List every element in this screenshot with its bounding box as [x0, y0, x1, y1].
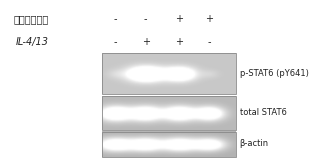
Text: +: + [205, 14, 213, 24]
Text: IL-4/13: IL-4/13 [15, 37, 49, 47]
Text: インチンコウ: インチンコウ [13, 14, 49, 24]
Bar [102, 132, 236, 157]
Text: p-STAT6 (pY641): p-STAT6 (pY641) [240, 69, 309, 78]
Bar [102, 96, 236, 130]
Text: -: - [114, 37, 117, 47]
Text: β-actin: β-actin [240, 139, 269, 148]
Text: +: + [142, 37, 150, 47]
Text: -: - [144, 14, 147, 24]
Text: -: - [208, 37, 211, 47]
Text: total STAT6: total STAT6 [240, 108, 286, 117]
Text: +: + [175, 14, 183, 24]
Text: -: - [114, 14, 117, 24]
Bar [102, 53, 236, 94]
Text: +: + [175, 37, 183, 47]
